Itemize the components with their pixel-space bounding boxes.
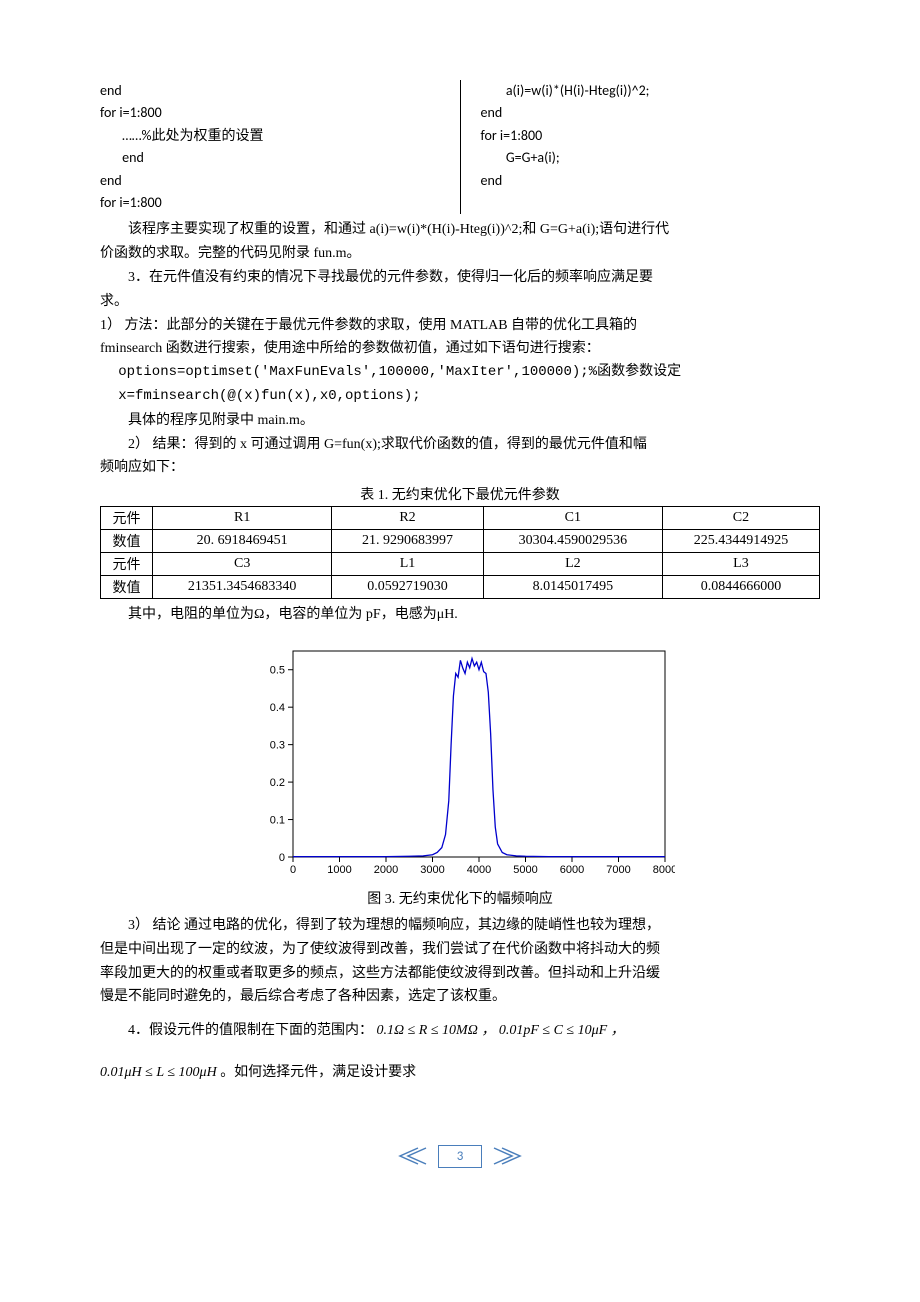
para-6: 具体的程序见附录中 main.m。 xyxy=(100,409,820,433)
para-3b: fminsearch 函数进行搜索，使用途中所给的参数做初值，通过如下语句进行搜… xyxy=(100,337,820,361)
table-row: 元件C3L1L2L3 xyxy=(101,553,820,576)
code-line: for i=1:800 xyxy=(481,125,821,147)
code-line: end xyxy=(100,80,440,102)
para-10-text: 。如何选择元件，满足设计要求 xyxy=(220,1065,416,1080)
svg-text:0.3: 0.3 xyxy=(270,740,285,752)
table-cell: 20. 6918469451 xyxy=(153,530,332,553)
table-caption: 表 1. 无约束优化下最优元件参数 xyxy=(100,484,820,504)
table-cell: 元件 xyxy=(101,553,153,576)
page-number: 3 xyxy=(438,1145,483,1168)
para-10: 0.01μH ≤ L ≤ 100μH 。如何选择元件，满足设计要求 xyxy=(100,1061,820,1085)
para-8b: 但是中间出现了一定的纹波，为了使纹波得到改善，我们尝试了在代价函数中将抖动大的频 xyxy=(100,938,820,962)
svg-text:3000: 3000 xyxy=(420,864,444,876)
code-options: options=optimset('MaxFunEvals',100000,'M… xyxy=(100,361,820,385)
table-cell: 21351.3454683340 xyxy=(153,576,332,599)
page-footer: 3 xyxy=(100,1145,820,1168)
figure-3: 0 0.1 0.2 0.3 0.4 0.5 0 1000 2000 3000 4000 5000 600… xyxy=(100,641,820,886)
table-cell: C3 xyxy=(153,553,332,576)
table-cell: C1 xyxy=(483,507,662,530)
code-line: G=G+a(i); xyxy=(481,147,821,169)
para-8a: 3） 结论 通过电路的优化，得到了较为理想的幅频响应，其边缘的陡峭性也较为理想， xyxy=(100,914,820,938)
params-table: 元件R1R2C1C2数值20. 691846945121. 9290683997… xyxy=(100,506,820,599)
svg-text:2000: 2000 xyxy=(374,864,398,876)
svg-text:0: 0 xyxy=(290,864,296,876)
table-cell: 225.4344914925 xyxy=(662,530,819,553)
chart-svg: 0 0.1 0.2 0.3 0.4 0.5 0 1000 2000 3000 4000 5000 600… xyxy=(245,641,675,881)
svg-text:8000: 8000 xyxy=(653,864,675,876)
code-line: for i=1:800 xyxy=(100,192,440,214)
table-cell: C2 xyxy=(662,507,819,530)
svg-text:0.1: 0.1 xyxy=(270,814,285,826)
table-cell: 21. 9290683997 xyxy=(332,530,484,553)
formula-l: 0.01μH ≤ L ≤ 100μH xyxy=(100,1065,217,1080)
svg-text:0: 0 xyxy=(279,852,285,864)
table-row: 数值21351.34546833400.05927190308.01450174… xyxy=(101,576,820,599)
para-1a: 该程序主要实现了权重的设置，和通过 a(i)=w(i)*(H(i)-Hteg(i… xyxy=(100,218,820,242)
code-line: a(i)=w(i)*(H(i)-Hteg(i))^2; xyxy=(481,80,821,102)
footer-left-chevron-icon xyxy=(396,1145,432,1167)
table-cell: L3 xyxy=(662,553,819,576)
table-cell: 元件 xyxy=(101,507,153,530)
code-line: end xyxy=(481,170,821,192)
table-cell: L2 xyxy=(483,553,662,576)
code-line: end xyxy=(481,102,821,124)
footer-right-chevron-icon xyxy=(488,1145,524,1167)
table-row: 数值20. 691846945121. 929068399730304.4590… xyxy=(101,530,820,553)
svg-text:5000: 5000 xyxy=(513,864,537,876)
para-8c: 率段加更大的的权重或者取更多的频点，这些方法都能使纹波得到改善。但抖动和上升沿缓 xyxy=(100,962,820,986)
table-note: 其中，电阻的单位为Ω，电容的单位为 pF，电感为μH. xyxy=(100,603,820,627)
para-2b: 求。 xyxy=(100,290,820,314)
table-cell: 0.0592719030 xyxy=(332,576,484,599)
table-cell: R1 xyxy=(153,507,332,530)
table-cell: 8.0145017495 xyxy=(483,576,662,599)
svg-text:4000: 4000 xyxy=(467,864,491,876)
table-cell: 0.0844666000 xyxy=(662,576,819,599)
column-divider xyxy=(460,80,461,214)
para-9-text: 4．假设元件的值限制在下面的范围内： xyxy=(128,1023,373,1038)
svg-text:1000: 1000 xyxy=(327,864,351,876)
para-2a: 3．在元件值没有约束的情况下寻找最优的元件参数，使得归一化后的频率响应满足要 xyxy=(100,266,820,290)
para-9: 4．假设元件的值限制在下面的范围内： 0.1Ω ≤ R ≤ 10MΩ ， 0.0… xyxy=(100,1019,820,1043)
para-3a: 1） 方法：此部分的关键在于最优元件参数的求取，使用 MATLAB 自带的优化工… xyxy=(100,314,820,338)
para-7a: 2） 结果：得到的 x 可通过调用 G=fun(x);求取代价函数的值，得到的最… xyxy=(100,433,820,457)
svg-text:7000: 7000 xyxy=(606,864,630,876)
para-8d: 慢是不能同时避免的，最后综合考虑了各种因素，选定了该权重。 xyxy=(100,985,820,1009)
formula-rc: 0.1Ω ≤ R ≤ 10MΩ ， 0.01pF ≤ C ≤ 10μF ， xyxy=(377,1023,625,1038)
svg-text:0.4: 0.4 xyxy=(270,702,285,714)
figure-caption: 图 3. 无约束优化下的幅频响应 xyxy=(100,888,820,908)
table-row: 元件R1R2C1C2 xyxy=(101,507,820,530)
code-right-column: a(i)=w(i)*(H(i)-Hteg(i))^2;endfor i=1:80… xyxy=(481,80,821,214)
code-left-column: endfor i=1:800 ……%此处为权重的设置 endendfor i=1… xyxy=(100,80,440,214)
code-line: end xyxy=(100,170,440,192)
svg-text:0.2: 0.2 xyxy=(270,777,285,789)
code-line: ……%此处为权重的设置 xyxy=(100,125,440,147)
svg-text:6000: 6000 xyxy=(560,864,584,876)
table-cell: 数值 xyxy=(101,530,153,553)
svg-text:0.5: 0.5 xyxy=(270,665,285,677)
table-cell: L1 xyxy=(332,553,484,576)
code-line: for i=1:800 xyxy=(100,102,440,124)
para-7b: 频响应如下： xyxy=(100,456,820,480)
table-cell: 30304.4590029536 xyxy=(483,530,662,553)
table-cell: 数值 xyxy=(101,576,153,599)
table-cell: R2 xyxy=(332,507,484,530)
para-1b: 价函数的求取。完整的代码见附录 fun.m。 xyxy=(100,242,820,266)
code-line: end xyxy=(100,147,440,169)
code-fminsearch: x=fminsearch(@(x)fun(x),x0,options); xyxy=(100,385,820,409)
code-block: endfor i=1:800 ……%此处为权重的设置 endendfor i=1… xyxy=(100,80,820,214)
